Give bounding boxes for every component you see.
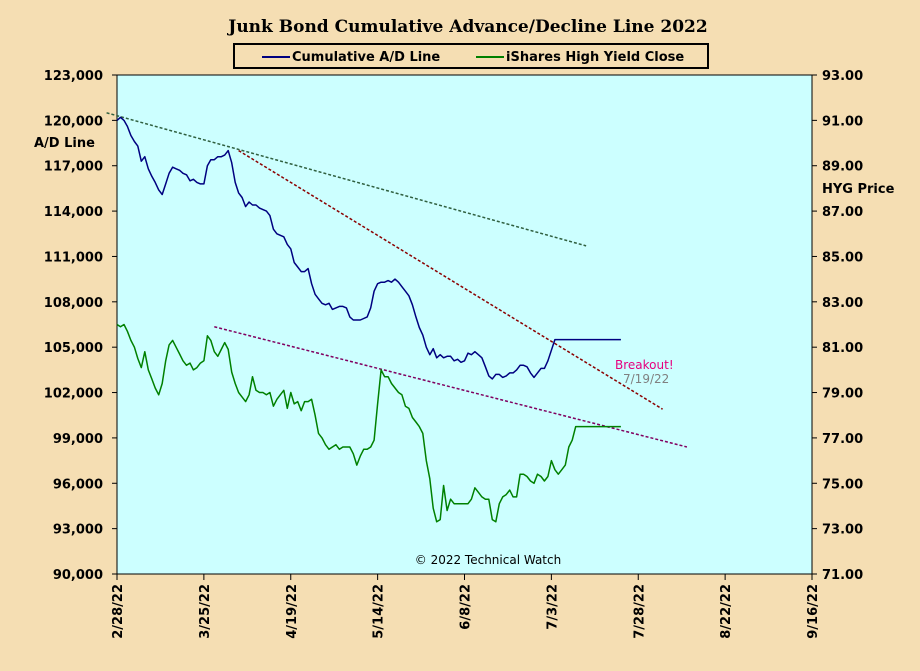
series-lines [116, 116, 621, 523]
y-right-tick-label: 83.00 [822, 296, 863, 311]
x-tick-label: 8/22/22 [719, 584, 734, 639]
y-axis-left: 90,000 93,000 96,000 99,000 102,000 105,000 10… [44, 69, 117, 583]
y-right-tick-label: 87.00 [822, 205, 863, 220]
chart-title: Junk Bond Cumulative Advance/Decline Lin… [226, 17, 707, 37]
y-left-tick-label: 114,000 [44, 205, 103, 220]
y-axis-right: 71.00 73.00 75.00 77.00 79.00 81.00 83.00 85.00… [812, 69, 863, 583]
annotation-date: 7/19/22 [623, 372, 669, 386]
y-left-tick-label: 120,000 [44, 114, 103, 129]
x-tick-label: 7/3/22 [545, 584, 560, 630]
y-left-tick-label: 105,000 [44, 341, 103, 356]
y-right-tick-label: 85.00 [822, 250, 863, 265]
x-tick-label: 4/19/22 [285, 584, 300, 639]
legend-entry-hyg: iShares High Yield Close [506, 50, 684, 65]
y-left-tick-label: 117,000 [44, 160, 103, 175]
y-right-tick-label: 89.00 [822, 160, 863, 175]
trendline-1 [106, 112, 587, 247]
x-tick-label: 9/16/22 [806, 584, 821, 639]
copyright-text: © 2022 Technical Watch [415, 553, 561, 567]
series-hyg-line [116, 323, 621, 523]
legend-entry-ad: Cumulative A/D Line [292, 50, 440, 65]
y-left-tick-label: 111,000 [44, 250, 103, 265]
y-right-tick-label: 73.00 [822, 523, 863, 538]
series-ad-line [116, 116, 621, 380]
y-right-tick-label: 79.00 [822, 387, 863, 402]
y-right-tick-label: 77.00 [822, 432, 863, 447]
y-right-tick-label: 81.00 [822, 341, 863, 356]
y-left-tick-label: 96,000 [53, 477, 103, 492]
x-axis: 2/28/22 3/25/22 4/19/22 5/14/22 6/8/22 7/3/22… [111, 574, 821, 639]
y-right-tick-label: 91.00 [822, 114, 863, 129]
x-tick-label: 2/28/22 [111, 584, 126, 639]
legend-box [233, 43, 709, 69]
y-left-tick-label: 99,000 [53, 432, 103, 447]
x-tick-label: 3/25/22 [198, 584, 213, 639]
annotation-breakout: Breakout! [615, 358, 674, 372]
y-right-tick-label: 75.00 [822, 477, 863, 492]
x-tick-label: 5/14/22 [372, 584, 387, 639]
x-tick-label: 6/8/22 [459, 584, 474, 630]
trendline-2 [238, 149, 663, 410]
y-left-tick-label: 93,000 [53, 523, 103, 538]
y-left-tick-label: 108,000 [44, 296, 103, 311]
y-left-tick-label: 102,000 [44, 387, 103, 402]
y-right-tick-label: 71.00 [822, 568, 863, 583]
y-left-tick-label: 123,000 [44, 69, 103, 84]
y-left-tick-label: 90,000 [53, 568, 103, 583]
plot-area [116, 74, 813, 575]
y-axis-right-label: HYG Price [822, 182, 895, 197]
legend: Cumulative A/D Line iShares High Yield C… [233, 43, 709, 69]
y-right-tick-label: 93.00 [822, 69, 863, 84]
x-tick-label: 7/28/22 [632, 584, 647, 639]
y-axis-left-label: A/D Line [34, 136, 95, 151]
